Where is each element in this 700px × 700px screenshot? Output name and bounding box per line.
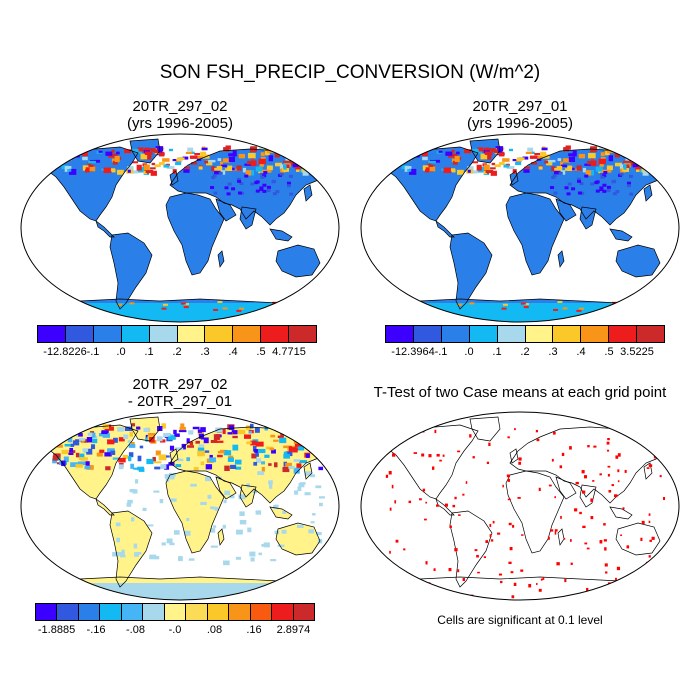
- colorbar-tick-label: .2: [172, 346, 182, 358]
- colorbar-tick-label: .4: [228, 346, 238, 358]
- map-panel-br: [360, 411, 680, 601]
- colorbar-tick-label: 2.8974: [276, 624, 311, 636]
- map-panel-tr: [360, 133, 680, 323]
- colorbar-tick-label: -1.8885: [37, 624, 76, 636]
- significance-dots: [385, 428, 676, 599]
- colorbar-swatch: [261, 326, 290, 342]
- colorbar-tick-label: -.16: [86, 624, 106, 636]
- colorbar-swatch: [121, 326, 150, 342]
- map-panel-tl: [20, 133, 340, 323]
- colorbar-swatch: [553, 326, 582, 342]
- panel-subtitle: (yrs 1996-2005): [467, 115, 573, 132]
- colorbar-swatch: [149, 326, 178, 342]
- colorbar-bl: -1.8885 -.16 -.08 -.0 .08 .16 2.8974: [35, 603, 315, 638]
- map-border: [360, 133, 680, 323]
- colorbar-swatch: [609, 326, 638, 342]
- colorbar-swatch: [65, 326, 94, 342]
- colorbar-tick-label: .0: [464, 346, 474, 358]
- significance-note: Cells are significant at 0.1 level: [437, 613, 603, 627]
- colorbar-tl: -12.8226 -.1 .0 .1 .2 .3 .4 .5 4.7715: [37, 325, 317, 360]
- colorbar-swatch: [272, 604, 294, 620]
- colorbar-swatch: [100, 604, 122, 620]
- colorbar-swatch: [250, 604, 273, 620]
- colorbar-swatch: [229, 604, 251, 620]
- colorbar-swatch: [293, 604, 315, 620]
- colorbar-tick-label: .1: [144, 346, 154, 358]
- map-panel-bl: [20, 411, 340, 601]
- colorbar-swatch: [441, 326, 470, 342]
- colorbar-tick-label: .4: [576, 346, 586, 358]
- colorbar-swatch: [186, 604, 208, 620]
- colorbar-tick-label: -.0: [168, 624, 182, 636]
- figure-title: SON FSH_PRECIP_CONVERSION (W/m^2): [159, 62, 541, 83]
- colorbar-swatch: [469, 326, 498, 342]
- colorbar-tick-label: -.08: [126, 624, 145, 636]
- colorbar-tick-label: .3: [200, 346, 210, 358]
- colorbar-tick-label: -.1: [86, 346, 100, 358]
- colorbar-swatch: [581, 326, 610, 342]
- colorbar-tick-label: -12.8226: [43, 346, 87, 358]
- colorbar-swatch: [57, 604, 79, 620]
- map-border: [20, 133, 340, 323]
- colorbar-swatch: [525, 326, 554, 342]
- map-border: [360, 411, 680, 601]
- colorbar-swatch: [177, 326, 206, 342]
- panel-title-tl: 20TR_297_02 20TR_297_02 (yrs 1996-2005): [20, 98, 340, 132]
- colorbar-swatch: [637, 326, 665, 342]
- colorbar-tick-label: .08: [206, 624, 223, 636]
- colorbar-swatch: [78, 604, 101, 620]
- colorbar-tr: -12.3964 -.1 .0 .1 .2 .3 .4 .5 3.5225: [385, 325, 665, 360]
- panel-title-tr: 20TR_297_01 (yrs 1996-2005): [360, 98, 680, 132]
- colorbar-swatch: [386, 326, 414, 342]
- panel-title-line1: 20TR_297_01: [472, 98, 568, 115]
- panel-subtitle: (yrs 1996-2005): [127, 115, 233, 132]
- colorbar-swatch: [207, 604, 230, 620]
- colorbar-tick-label: -.1: [434, 346, 448, 358]
- colorbar-tick-label: .16: [246, 624, 262, 636]
- panel-title-line1: 20TR_297_02: [132, 376, 228, 393]
- colorbar-tick-label: 3.5225: [620, 346, 654, 358]
- colorbar-swatch: [413, 326, 442, 342]
- panel-title-bl: 20TR_297_02 - 20TR_297_01: [20, 376, 340, 410]
- colorbar-swatch: [36, 604, 58, 620]
- colorbar-tick-label: .3: [548, 346, 558, 358]
- colorbar-swatch: [93, 326, 122, 342]
- colorbar-tick-label: -12.3964: [391, 346, 435, 358]
- colorbar-swatch: [289, 326, 317, 342]
- colorbar-swatch: [233, 326, 262, 342]
- colorbar-tick-label: .5: [604, 346, 614, 358]
- colorbar-tick-label: .2: [520, 346, 530, 358]
- panel-title-line1: 20TR_297_02: [132, 98, 228, 115]
- colorbar-swatch: [205, 326, 234, 342]
- colorbar-swatch: [38, 326, 66, 342]
- panel-subtitle: - 20TR_297_01: [127, 393, 233, 410]
- map-border: [20, 411, 340, 601]
- colorbar-swatch: [121, 604, 144, 620]
- panel-title-br: T-Test of two Case means at each grid po…: [360, 384, 680, 401]
- colorbar-tick-label: 4.7715: [272, 346, 306, 358]
- colorbar-tick-label: .0: [116, 346, 126, 358]
- colorbar-swatch: [164, 604, 187, 620]
- colorbar-tick-label: .5: [256, 346, 266, 358]
- panel-title-line1: T-Test of two Case means at each grid po…: [373, 384, 667, 401]
- colorbar-tick-label: .1: [492, 346, 502, 358]
- colorbar-swatch: [497, 326, 526, 342]
- colorbar-swatch: [143, 604, 165, 620]
